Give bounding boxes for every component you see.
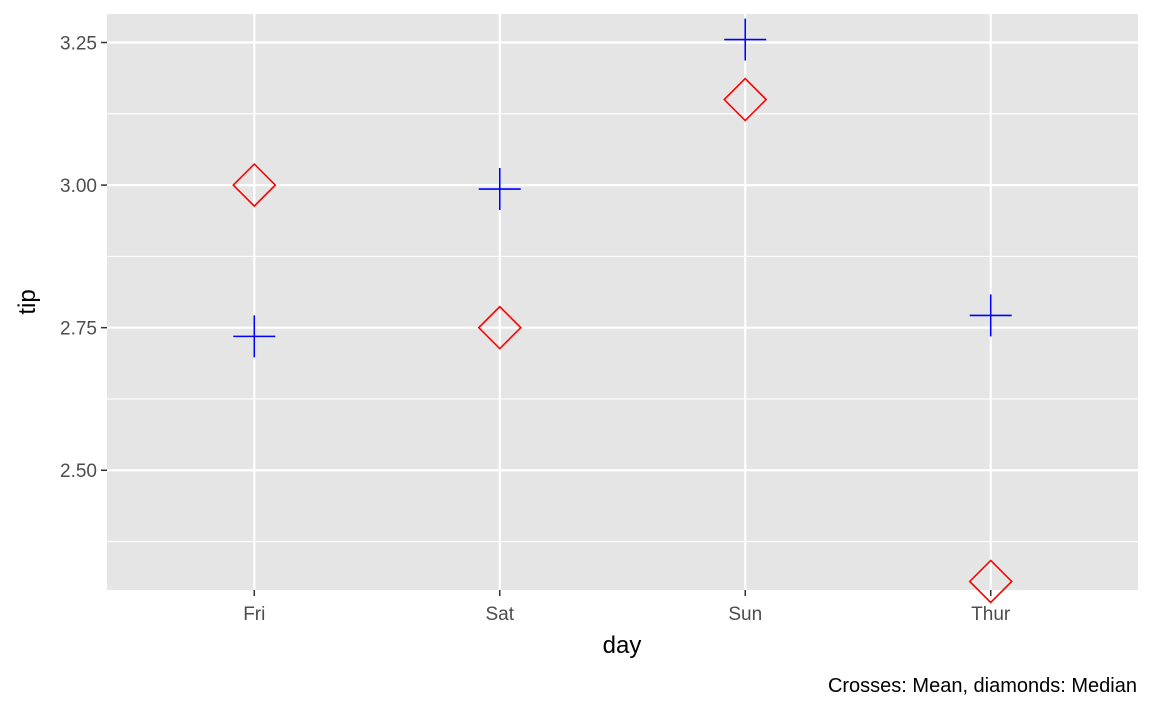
y-axis: 2.50 2.75 3.00 3.25 (60, 34, 107, 482)
y-tick-label: 3.25 (60, 34, 97, 55)
x-tick-label: Fri (243, 604, 265, 625)
median-diamond-point (477, 305, 522, 350)
mean-cross-point (478, 168, 521, 211)
plot-panel (107, 14, 1138, 590)
x-tick-label: Thur (971, 604, 1011, 625)
mean-cross-point (724, 18, 767, 61)
x-tick-label: Sat (485, 604, 514, 625)
minor-gridlines (107, 113, 1138, 543)
chart-caption: Crosses: Mean, diamonds: Median (828, 675, 1137, 697)
y-tick-label: 2.75 (60, 319, 97, 340)
mean-cross-point (233, 315, 276, 358)
median-diamond-point (232, 162, 277, 208)
mean-cross-point (969, 294, 1012, 337)
x-axis-title: day (603, 632, 642, 659)
major-gridlines (107, 14, 1138, 590)
x-tick-label: Sun (728, 604, 762, 625)
median-diamond-point (968, 559, 1013, 604)
y-tick-label: 2.50 (60, 461, 97, 482)
y-tick-label: 3.00 (60, 176, 97, 197)
x-axis: Fri Sat Sun Thur (243, 590, 1011, 625)
median-diamond-point (723, 77, 768, 122)
y-axis-title: tip (14, 289, 41, 314)
data-marks (232, 18, 1013, 604)
